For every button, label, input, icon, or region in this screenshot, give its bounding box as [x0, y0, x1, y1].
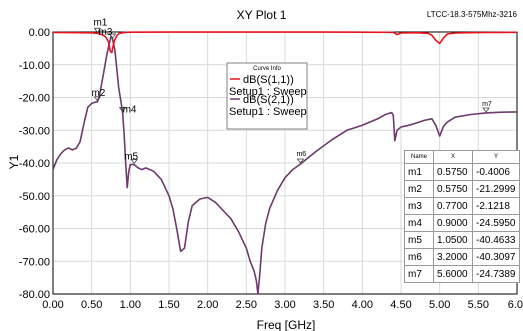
x-tick-label: 1.50 — [158, 299, 179, 311]
tick-labels: 0.00 0.50 1.00 1.50 2.00 2.50 3.00 3.50 4.00 4.50… — [19, 27, 523, 311]
marker-y: -0.4006 — [472, 163, 520, 181]
marker-x: 0.7700 — [433, 197, 473, 215]
marker-table-row: m1 0.5750 -0.4006 — [404, 163, 520, 181]
marker-y: -40.3097 — [472, 248, 520, 266]
x-tick-label: 3.00 — [274, 299, 295, 311]
x-tick-label: 5.00 — [429, 299, 450, 311]
marker-x: 5.6000 — [433, 265, 473, 283]
x-tick-label: 4.50 — [390, 299, 411, 311]
legend-entry-s21-setup: Setup1 : Sweep — [229, 106, 307, 118]
y-tick-label: -50.00 — [19, 191, 50, 203]
x-axis-label: Freq [GHz] — [257, 318, 316, 331]
marker-m1-symbol — [93, 27, 102, 33]
legend: Curve Info dB(S(1,1)) Setup1 : Sweep dB(… — [226, 62, 308, 130]
marker-x: 0.9000 — [433, 214, 473, 232]
x-tick-label: 2.50 — [236, 299, 257, 311]
plot-title: XY Plot 1 — [236, 8, 287, 22]
x-tick-label: 3.50 — [313, 299, 334, 311]
marker-m3-label: m3 — [99, 27, 113, 38]
marker-table-row: m2 0.5750 -21.2999 — [404, 180, 520, 198]
y-tick-label: -80.00 — [19, 289, 50, 301]
x-tick-label: 5.50 — [468, 299, 489, 311]
marker-m4-symbol — [118, 107, 127, 113]
marker-name: m6 — [404, 248, 434, 266]
marker-table-header: Name X Y — [404, 150, 520, 164]
marker-table-row: m5 1.0500 -40.4633 — [404, 231, 520, 249]
marker-table-header-x: X — [433, 150, 473, 164]
marker-name: m1 — [404, 163, 434, 181]
marker-y: -24.5950 — [472, 214, 520, 232]
marker-m6-symbol — [296, 158, 305, 164]
marker-table-header-name: Name — [404, 150, 434, 164]
series-line-s11 — [52, 31, 518, 54]
marker-table-row: m4 0.9000 -24.5950 — [404, 214, 520, 232]
marker-m7-symbol — [482, 107, 490, 113]
marker-y: -2.1218 — [472, 197, 520, 215]
series-line-s21 — [52, 35, 518, 295]
y-tick-label: -20.00 — [19, 93, 50, 105]
marker-m3-symbol — [108, 33, 117, 39]
legend-entry-s11-setup: Setup1 : Sweep — [229, 86, 307, 98]
marker-m4-label: m4 — [123, 105, 137, 116]
y-axis-label: Y1 — [7, 154, 21, 169]
y-tick-label: -60.00 — [19, 224, 50, 236]
marker-name: m4 — [404, 214, 434, 232]
marker-name: m7 — [404, 265, 434, 283]
markers-layer: m1 m2 m3 m4 m5 m6 m7 — [91, 17, 492, 165]
legend-header: Curve Info — [253, 66, 281, 72]
marker-x: 1.0500 — [433, 231, 473, 249]
marker-m5-symbol — [130, 159, 138, 165]
marker-m2-label: m2 — [91, 88, 105, 99]
marker-name: m3 — [404, 197, 434, 215]
marker-name: m5 — [404, 231, 434, 249]
y-tick-label: 0.00 — [29, 27, 50, 39]
marker-m5-label: m5 — [124, 152, 138, 163]
marker-m6-label: m6 — [296, 151, 306, 158]
x-tick-label: 1.00 — [120, 299, 141, 311]
legend-box — [226, 62, 308, 130]
marker-table-row: m7 5.6000 -24.7389 — [404, 265, 520, 283]
y-tick-label: -30.00 — [19, 125, 50, 137]
marker-x: 3.2000 — [433, 248, 473, 266]
marker-x: 0.5750 — [433, 163, 473, 181]
marker-m1-label: m1 — [93, 17, 107, 28]
marker-m7-label: m7 — [482, 101, 492, 108]
legend-entry-s21-name: dB(S(2,1)) — [243, 94, 294, 106]
marker-y: -40.4633 — [472, 231, 520, 249]
y-tick-label: -40.00 — [19, 158, 50, 170]
marker-name: m2 — [404, 180, 434, 198]
marker-table-row: m6 3.2000 -40.3097 — [404, 248, 520, 266]
x-tick-label: 0.50 — [81, 299, 102, 311]
x-tick-label: 6.0 — [508, 299, 523, 311]
marker-x: 0.5750 — [433, 180, 473, 198]
marker-y: -24.7389 — [472, 265, 520, 283]
x-tick-label: 0.00 — [42, 299, 63, 311]
legend-entry-s11-name: dB(S(1,1)) — [243, 74, 294, 86]
marker-table-row: m3 0.7700 -2.1218 — [404, 197, 520, 215]
marker-table-header-y: Y — [472, 150, 520, 164]
series-layer — [52, 31, 518, 295]
marker-m2-symbol — [93, 96, 102, 102]
y-tick-label: -70.00 — [19, 256, 50, 268]
y-tick-label: -10.00 — [19, 60, 50, 72]
plot-subtitle: LTCC-18.3-575Mhz-3216 — [426, 10, 517, 19]
x-tick-label: 2.00 — [197, 299, 218, 311]
marker-y: -21.2999 — [472, 180, 520, 198]
x-tick-label: 4.00 — [352, 299, 373, 311]
marker-table: Name X Y m1 0.5750 -0.4006 m2 0.5750 -21… — [404, 150, 520, 283]
